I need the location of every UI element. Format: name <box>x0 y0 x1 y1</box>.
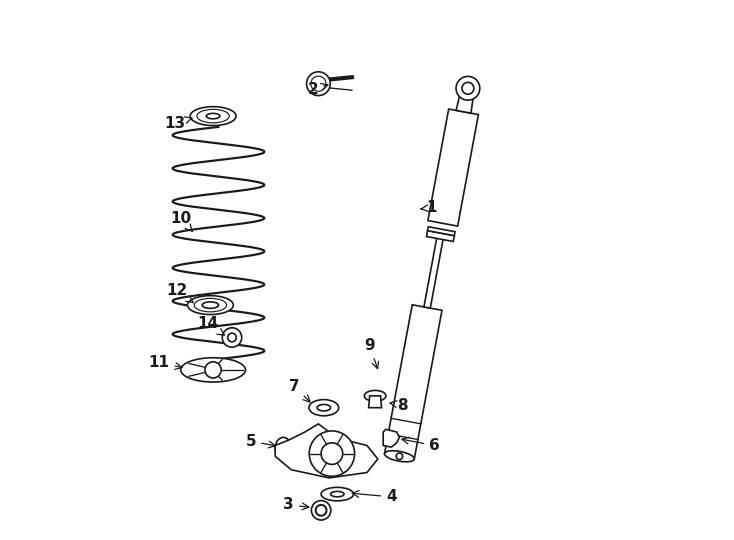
Polygon shape <box>368 396 382 408</box>
Polygon shape <box>426 231 454 241</box>
Polygon shape <box>424 233 444 308</box>
Text: 7: 7 <box>288 379 310 402</box>
Text: 10: 10 <box>170 211 192 231</box>
Ellipse shape <box>190 106 236 125</box>
Text: 14: 14 <box>197 316 225 335</box>
Circle shape <box>396 453 403 460</box>
Circle shape <box>316 505 327 516</box>
Text: 5: 5 <box>246 434 275 449</box>
Text: 9: 9 <box>364 338 379 369</box>
Ellipse shape <box>330 491 344 497</box>
Ellipse shape <box>385 451 414 462</box>
Ellipse shape <box>309 400 338 416</box>
Circle shape <box>462 82 474 94</box>
Ellipse shape <box>181 357 245 382</box>
Polygon shape <box>456 87 474 113</box>
Polygon shape <box>385 305 442 459</box>
Ellipse shape <box>275 437 291 459</box>
Circle shape <box>307 72 330 96</box>
Ellipse shape <box>206 113 220 119</box>
Circle shape <box>309 431 355 476</box>
Text: 6: 6 <box>402 437 440 453</box>
Text: 1: 1 <box>421 200 437 215</box>
Circle shape <box>222 328 241 347</box>
Text: 3: 3 <box>283 497 309 512</box>
Ellipse shape <box>321 487 354 501</box>
Circle shape <box>321 443 343 464</box>
Ellipse shape <box>364 390 386 401</box>
Text: 8: 8 <box>390 397 407 413</box>
Circle shape <box>311 501 331 520</box>
Circle shape <box>205 362 221 378</box>
Ellipse shape <box>317 404 330 411</box>
Polygon shape <box>383 429 399 447</box>
Polygon shape <box>428 109 479 226</box>
Polygon shape <box>428 227 455 235</box>
Text: 11: 11 <box>148 355 182 370</box>
PathPatch shape <box>275 424 378 478</box>
Ellipse shape <box>187 296 233 314</box>
Text: 4: 4 <box>352 489 396 504</box>
Text: 12: 12 <box>167 283 193 303</box>
Text: 13: 13 <box>164 116 192 131</box>
Ellipse shape <box>203 302 219 308</box>
Circle shape <box>456 76 480 100</box>
Text: 2: 2 <box>308 82 328 97</box>
Circle shape <box>228 333 236 342</box>
